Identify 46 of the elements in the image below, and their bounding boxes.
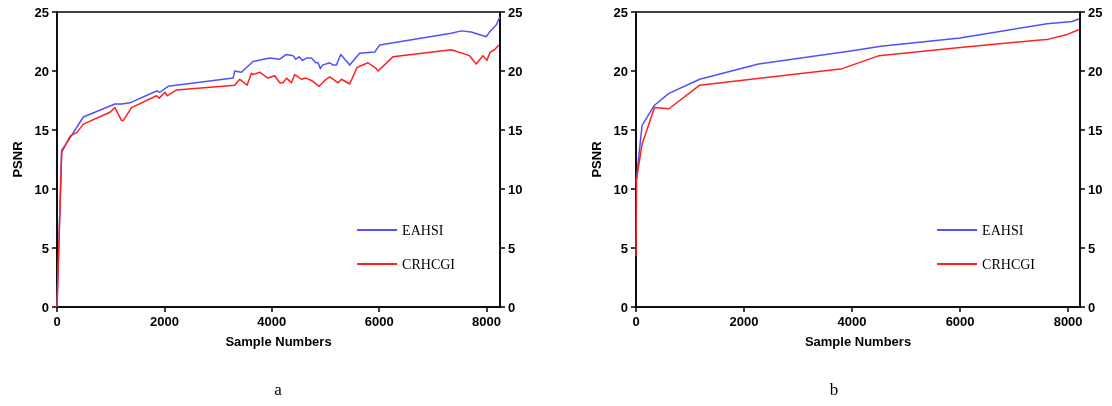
y-tick-label: 25 bbox=[613, 4, 628, 20]
y2-tick-label: 20 bbox=[508, 63, 523, 79]
y-tick-label: 10 bbox=[613, 181, 628, 197]
y-tick-label: 20 bbox=[613, 63, 628, 79]
y-tick-label: 25 bbox=[34, 4, 49, 20]
x-axis-title: Sample Numbers bbox=[225, 334, 332, 349]
y2-tick-label: 10 bbox=[508, 181, 523, 197]
x-tick-label: 4000 bbox=[257, 314, 287, 329]
y-tick-label: 10 bbox=[34, 181, 49, 197]
y2-tick-label: 25 bbox=[508, 4, 523, 20]
y-tick-label: 15 bbox=[34, 122, 49, 138]
x-axis-title: Sample Numbers bbox=[804, 334, 912, 349]
y2-tick-label: 0 bbox=[508, 299, 516, 315]
y2-tick-label: 25 bbox=[1088, 4, 1103, 20]
x-tick-label: 2000 bbox=[149, 314, 179, 329]
y2-tick-label: 15 bbox=[1088, 122, 1103, 138]
line-series bbox=[635, 28, 1080, 258]
line-series bbox=[635, 18, 1080, 184]
y2-tick-label: 20 bbox=[1088, 63, 1103, 79]
y-tick-label: 20 bbox=[34, 63, 49, 79]
x-tick-label: 2000 bbox=[729, 314, 759, 329]
x-tick-label: 6000 bbox=[364, 314, 394, 329]
y-axis-title: PSNR bbox=[588, 140, 604, 178]
y-tick-label: 5 bbox=[620, 240, 628, 256]
text: a bbox=[274, 380, 283, 399]
x-tick-label: 4000 bbox=[837, 314, 867, 329]
x-tick-label: 8000 bbox=[1053, 314, 1083, 329]
y2-tick-label: 5 bbox=[508, 240, 516, 256]
legend-label: CRHCGI bbox=[982, 256, 1036, 272]
y-tick-label: 0 bbox=[620, 299, 628, 315]
legend-label: EAHSI bbox=[982, 222, 1024, 238]
y-axis-title: PSNR bbox=[9, 140, 25, 178]
x-tick-label: 0 bbox=[632, 314, 640, 329]
x-tick-label: 8000 bbox=[472, 314, 502, 329]
legend-label: EAHSI bbox=[402, 222, 444, 238]
legend-label: CRHCGI bbox=[402, 256, 456, 272]
y-tick-label: 0 bbox=[41, 299, 49, 315]
y-tick-label: 5 bbox=[41, 240, 49, 256]
text: b bbox=[829, 380, 839, 399]
x-tick-label: 6000 bbox=[945, 314, 975, 329]
y2-tick-label: 0 bbox=[1088, 299, 1096, 315]
y2-tick-label: 5 bbox=[1088, 240, 1096, 256]
y2-tick-label: 15 bbox=[508, 122, 523, 138]
y-tick-label: 15 bbox=[613, 122, 628, 138]
x-tick-label: 0 bbox=[53, 314, 61, 329]
y2-tick-label: 10 bbox=[1088, 181, 1103, 197]
